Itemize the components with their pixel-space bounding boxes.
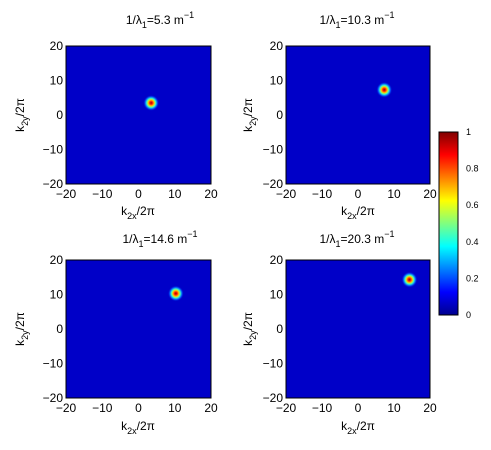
panel-2: 1/λ1=10.3 m−1 −20 −10 0 10 20 −20 −10 0 … bbox=[241, 10, 437, 221]
panel-4-xtick: 10 bbox=[387, 401, 401, 415]
panel-4-xtick: 20 bbox=[423, 401, 437, 415]
panel-4-xtick: 0 bbox=[355, 401, 362, 415]
panel-1-ytick: −10 bbox=[43, 143, 64, 157]
panel-1-xtick: 10 bbox=[168, 187, 182, 201]
panel-2-ytick: 0 bbox=[276, 108, 283, 122]
panel-1-ytick: 10 bbox=[50, 74, 64, 88]
panel-1-ylabel: k2y/2π bbox=[13, 98, 30, 132]
panel-2-xtick: 20 bbox=[423, 187, 437, 201]
panel-3-ytick: −20 bbox=[43, 391, 64, 405]
panel-3-xticks: −20 −10 0 10 20 bbox=[56, 401, 218, 415]
panel-4-ytick: 0 bbox=[276, 322, 283, 336]
panel-2-xtick: −20 bbox=[276, 187, 297, 201]
panel-1-ytick: −20 bbox=[43, 177, 64, 191]
panel-1-xtick: 20 bbox=[204, 187, 218, 201]
panel-3-axes-box bbox=[65, 259, 212, 399]
panel-1-xticks: −20 −10 0 10 20 bbox=[56, 187, 218, 201]
panel-2-ytick: 20 bbox=[270, 39, 284, 53]
panel-4-xlabel: k2x/2π bbox=[341, 419, 375, 436]
panel-4-ytick: 20 bbox=[270, 253, 284, 267]
panel-3-xtick: 20 bbox=[204, 401, 218, 415]
panel-3-plot-area bbox=[66, 260, 211, 398]
panel-3-title: 1/λ1=14.6 m−1 bbox=[123, 229, 198, 249]
colorbar-tick: 0.6 bbox=[466, 200, 479, 210]
panel-3-xtick: −20 bbox=[56, 401, 77, 415]
panel-4-xticks: −20 −10 0 10 20 bbox=[276, 401, 437, 415]
panel-2-ytick: −20 bbox=[263, 177, 284, 191]
panel-1-yticks: −20 −10 0 10 20 bbox=[43, 39, 64, 191]
panel-2-axes-box bbox=[285, 45, 431, 185]
colorbar-tick: 0.8 bbox=[466, 164, 479, 174]
panel-3: 1/λ1=14.6 m−1 −20 −10 0 10 20 −20 −10 0 … bbox=[13, 229, 218, 436]
panel-3-xtick: 0 bbox=[135, 401, 142, 415]
panel-1-ytick: 0 bbox=[56, 108, 63, 122]
panel-1-xlabel: k2x/2π bbox=[121, 204, 155, 221]
panel-1-xtick: −10 bbox=[92, 187, 113, 201]
panel-4-axes-box bbox=[285, 259, 431, 399]
panel-2-xtick: 10 bbox=[387, 187, 401, 201]
panel-4-xtick: −20 bbox=[276, 401, 297, 415]
panel-2-plot-area bbox=[286, 46, 430, 184]
panel-4-ylabel: k2y/2π bbox=[241, 312, 258, 346]
panel-4-ytick: 10 bbox=[270, 288, 284, 302]
panel-2-xlabel: k2x/2π bbox=[341, 204, 375, 221]
panel-3-peak bbox=[167, 285, 184, 302]
panel-1-peak bbox=[143, 94, 160, 111]
panel-3-xlabel: k2x/2π bbox=[121, 419, 155, 436]
panel-1-plot-area bbox=[66, 46, 211, 184]
panel-3-ytick: 0 bbox=[56, 322, 63, 336]
panel-3-ytick: −10 bbox=[43, 357, 64, 371]
panel-2-ytick: 10 bbox=[270, 74, 284, 88]
panel-4-yticks: −20 −10 0 10 20 bbox=[263, 253, 284, 405]
panel-4-ytick: −20 bbox=[263, 391, 284, 405]
panel-4: 1/λ1=20.3 m−1 −20 −10 0 10 20 −20 −10 0 … bbox=[241, 229, 437, 436]
colorbar-gradient bbox=[438, 131, 459, 316]
panel-4-ytick: −10 bbox=[263, 357, 284, 371]
panel-3-xtick: −10 bbox=[92, 401, 113, 415]
panel-3-ytick: 10 bbox=[50, 288, 64, 302]
panel-2-xtick: 0 bbox=[355, 187, 362, 201]
panel-1-xtick: 0 bbox=[135, 187, 142, 201]
panel-1-xtick: −20 bbox=[56, 187, 77, 201]
panel-1: 1/λ1=5.3 m−1 −20 −10 0 10 20 −20 −10 0 1… bbox=[13, 10, 218, 221]
colorbar: 0 0.2 0.4 0.6 0.8 1 bbox=[438, 127, 479, 320]
panel-3-ytick: 20 bbox=[50, 253, 64, 267]
panel-1-ytick: 20 bbox=[50, 39, 64, 53]
panel-2-peak bbox=[376, 81, 393, 98]
panel-2-xticks: −20 −10 0 10 20 bbox=[276, 187, 437, 201]
panel-4-title: 1/λ1=20.3 m−1 bbox=[320, 229, 395, 249]
colorbar-ticks: 0 0.2 0.4 0.6 0.8 1 bbox=[466, 127, 479, 320]
panel-3-xtick: 10 bbox=[168, 401, 182, 415]
panel-4-peak bbox=[401, 271, 418, 288]
panel-2-yticks: −20 −10 0 10 20 bbox=[263, 39, 284, 191]
panel-2-ylabel: k2y/2π bbox=[241, 98, 258, 132]
colorbar-tick: 0.2 bbox=[466, 273, 479, 283]
panel-2-ytick: −10 bbox=[263, 143, 284, 157]
panel-4-xtick: −10 bbox=[312, 401, 333, 415]
panel-1-title: 1/λ1=5.3 m−1 bbox=[126, 10, 194, 30]
panel-3-ylabel: k2y/2π bbox=[13, 312, 30, 346]
panel-1-axes-box bbox=[65, 45, 212, 185]
panel-2-title: 1/λ1=10.3 m−1 bbox=[320, 10, 395, 30]
colorbar-tick: 0 bbox=[466, 310, 471, 320]
colorbar-tick: 0.4 bbox=[466, 237, 479, 247]
panel-2-xtick: −10 bbox=[312, 187, 333, 201]
panel-3-yticks: −20 −10 0 10 20 bbox=[43, 253, 64, 405]
colorbar-tick: 1 bbox=[466, 127, 471, 137]
